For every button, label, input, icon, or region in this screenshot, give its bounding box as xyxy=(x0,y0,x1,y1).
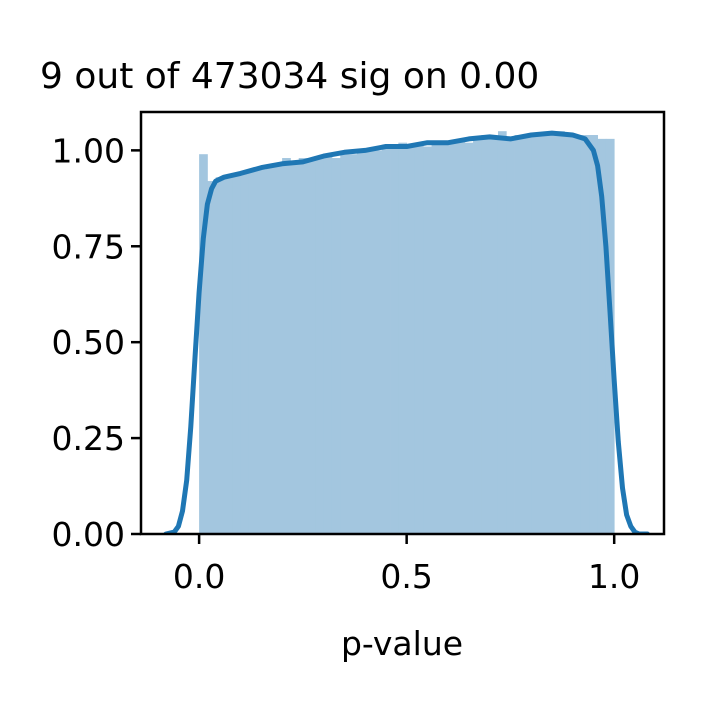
histogram-bar xyxy=(224,177,233,534)
histogram-bar xyxy=(414,142,424,534)
histogram-bar xyxy=(539,135,549,534)
histogram-bar xyxy=(373,150,383,534)
kde-curve xyxy=(163,130,650,534)
plot-frame xyxy=(139,110,666,536)
histogram-bar xyxy=(497,131,507,534)
kde-curve-layer xyxy=(163,130,650,534)
histogram-bar xyxy=(265,165,275,534)
histogram-bar xyxy=(307,158,316,534)
histogram-bar xyxy=(572,135,582,534)
histogram-bar xyxy=(199,154,208,534)
histogram-bar xyxy=(506,138,515,534)
y-axis-ticks: 0.00 0.25 0.50 0.75 1.00 xyxy=(52,131,141,554)
histogram-bar xyxy=(406,146,416,534)
histogram-bar xyxy=(481,135,491,534)
histogram-bar xyxy=(431,142,441,534)
histogram-bar xyxy=(365,150,374,534)
histogram-bar xyxy=(207,181,217,534)
histogram-bar xyxy=(257,169,266,534)
histogram-bar xyxy=(290,161,300,534)
histogram-bar xyxy=(340,154,349,534)
histogram-bar xyxy=(298,158,308,534)
histogram-bar xyxy=(547,135,557,534)
histogram-bar xyxy=(240,173,250,534)
histogram-bar xyxy=(439,142,449,534)
y-tick-label: 1.00 xyxy=(52,131,125,170)
histogram-bar xyxy=(282,158,291,534)
x-tick-label: 1.0 xyxy=(588,557,640,596)
histogram-bar xyxy=(273,165,283,534)
histogram-bar xyxy=(232,173,242,534)
histogram-bar xyxy=(323,154,333,534)
y-tick-label: 0.25 xyxy=(52,419,125,458)
histogram-bar xyxy=(315,158,325,534)
histogram-bar xyxy=(514,135,524,534)
histogram-bar xyxy=(597,138,607,534)
histogram-bar xyxy=(390,146,399,534)
histogram-bar xyxy=(356,150,366,534)
chart-title: 9 out of 473034 sig on 0.00 xyxy=(40,56,539,97)
histogram-bar xyxy=(522,135,532,534)
x-axis-ticks: 0.0 0.5 1.0 xyxy=(173,534,640,596)
histogram-bars xyxy=(199,131,615,534)
y-tick-label: 0.00 xyxy=(52,515,125,554)
histogram-bar xyxy=(398,142,408,534)
histogram-bar xyxy=(489,138,499,534)
histogram-bar xyxy=(556,131,565,534)
x-tick-label: 0.5 xyxy=(380,557,432,596)
histogram-bar xyxy=(589,135,598,534)
x-tick-label: 0.0 xyxy=(173,557,225,596)
histogram-bar xyxy=(448,142,457,534)
histogram-bar xyxy=(464,142,474,534)
y-tick-label: 0.50 xyxy=(52,323,125,362)
histogram-bar xyxy=(215,177,225,534)
y-tick-label: 0.75 xyxy=(52,227,125,266)
histogram-bar xyxy=(423,146,432,534)
histogram-bar xyxy=(531,135,540,534)
histogram-bar xyxy=(248,169,258,534)
histogram-bar xyxy=(381,146,391,534)
histogram-bar xyxy=(456,138,466,534)
histogram-bar xyxy=(580,135,590,534)
x-axis-label: p-value xyxy=(341,624,463,663)
histogram-bar xyxy=(348,154,358,534)
histogram-bar xyxy=(473,138,482,534)
histogram-bar xyxy=(564,135,574,534)
histogram-bar xyxy=(331,158,341,534)
